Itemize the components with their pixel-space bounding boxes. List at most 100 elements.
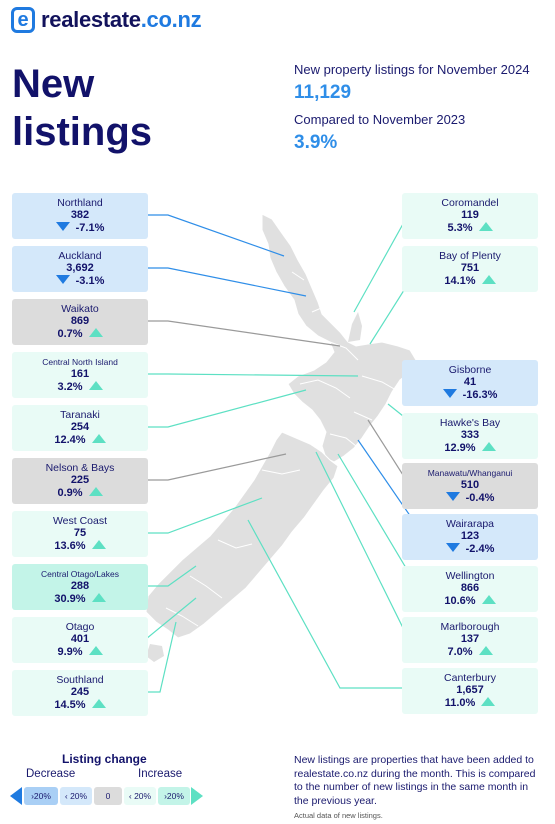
footer-description: New listings are properties that have be… — [294, 754, 536, 807]
region-card-central-otago-lakes: Central Otago/Lakes 288 30.9% — [12, 564, 148, 610]
legend-bin-increase: ‹ 20% — [124, 787, 156, 805]
region-card-central-north-island: Central North Island 161 3.2% — [12, 352, 148, 398]
region-listings: 41 — [463, 376, 477, 388]
region-change: 14.5% — [12, 699, 148, 712]
region-card-bay-of-plenty: Bay of Plenty 751 14.1% — [402, 246, 538, 292]
region-change: 3.2% — [12, 381, 148, 394]
decrease-icon — [55, 222, 70, 231]
stewart-island-shape — [146, 644, 164, 662]
region-listings: 751 — [460, 262, 480, 274]
region-listings: 333 — [460, 429, 480, 441]
region-card-marlborough: Marlborough 137 7.0% — [402, 617, 538, 663]
region-name: Wellington — [445, 570, 495, 582]
increase-icon — [88, 487, 103, 496]
region-card-southland: Southland 245 14.5% — [12, 670, 148, 716]
region-card-manawatu-whanganui: Manawatu/Whanganui 510 -0.4% — [402, 463, 538, 509]
region-listings: 123 — [460, 530, 480, 542]
compare-value: 3.9% — [294, 132, 338, 153]
increase-icon — [88, 646, 103, 655]
increase-icon — [91, 540, 106, 549]
legend-bin-big-decrease: ›20% — [24, 787, 58, 805]
region-listings: 119 — [461, 209, 479, 221]
south-island-shape — [145, 431, 339, 639]
region-listings: 866 — [460, 582, 480, 594]
decrease-icon — [445, 543, 460, 552]
region-change: 0.7% — [12, 328, 148, 341]
region-card-nelson-bays: Nelson & Bays 225 0.9% — [12, 458, 148, 504]
region-name: Waikato — [61, 303, 99, 315]
region-name: Auckland — [58, 250, 102, 262]
legend-decrease-label: Decrease — [26, 768, 76, 780]
region-change: 5.3% — [402, 222, 538, 235]
region-name: Gisborne — [448, 364, 492, 376]
region-card-gisborne: Gisborne 41 -16.3% — [402, 360, 538, 406]
increase-icon — [481, 595, 496, 604]
legend-bin-neutral: 0 — [94, 787, 122, 805]
region-name: Central North Island — [42, 357, 118, 367]
region-listings: 245 — [70, 686, 90, 698]
region-listings: 254 — [70, 421, 90, 433]
region-change: 11.0% — [402, 697, 538, 710]
region-card-wairarapa: Wairarapa 123 -2.4% — [402, 514, 538, 560]
region-name: Canterbury — [444, 672, 496, 684]
logo-wordmark: realestate.co.nz — [41, 7, 202, 33]
decrease-icon — [445, 492, 460, 501]
region-listings: 137 — [460, 633, 480, 645]
legend-bin-decrease: ‹ 20% — [60, 787, 92, 805]
region-name: Wairarapa — [445, 518, 495, 530]
region-listings: 510 — [460, 479, 480, 491]
increase-icon — [478, 222, 493, 231]
region-change: 12.4% — [12, 434, 148, 447]
legend-title: Listing change — [62, 752, 147, 766]
legend-increase-arrow-icon — [191, 787, 203, 805]
logo-mark-icon: e — [11, 7, 35, 33]
region-card-coromandel: Coromandel 119 5.3% — [402, 193, 538, 239]
region-card-taranaki: Taranaki 254 12.4% — [12, 405, 148, 451]
region-name: Marlborough — [440, 621, 500, 633]
region-name: Otago — [65, 621, 95, 633]
region-change: -16.3% — [402, 389, 538, 402]
increase-icon — [88, 328, 103, 337]
region-listings: 161 — [70, 368, 90, 380]
region-change: 10.6% — [402, 595, 538, 608]
region-listings: 3,692 — [66, 262, 94, 274]
region-change: 12.9% — [402, 442, 538, 455]
listings-label: New property listings for November 2024 — [294, 62, 530, 77]
region-name: Bay of Plenty — [439, 250, 501, 262]
coromandel-shape — [348, 312, 362, 342]
logo-name: realestate — [41, 7, 141, 32]
north-island-shape — [261, 213, 417, 463]
region-listings: 225 — [70, 474, 90, 486]
listings-value: 11,129 — [294, 82, 352, 103]
region-listings: 869 — [70, 315, 90, 327]
legend-bin-big-increase: ›20% — [158, 787, 190, 805]
region-name: Nelson & Bays — [45, 462, 115, 474]
increase-icon — [88, 381, 103, 390]
region-change: 7.0% — [402, 646, 538, 659]
region-listings: 382 — [70, 209, 90, 221]
increase-icon — [91, 593, 106, 602]
region-name: Coromandel — [441, 197, 499, 209]
decrease-icon — [55, 275, 70, 284]
region-name: Manawatu/Whanganui — [427, 468, 513, 478]
logo-tld: .co.nz — [140, 7, 202, 32]
increase-icon — [481, 275, 496, 284]
title-line-1: New — [12, 62, 95, 106]
region-name: Hawke's Bay — [439, 417, 501, 429]
region-card-hawkes-bay: Hawke's Bay 333 12.9% — [402, 413, 538, 459]
region-card-auckland: Auckland 3,692 -3.1% — [12, 246, 148, 292]
region-card-otago: Otago 401 9.9% — [12, 617, 148, 663]
region-change: 0.9% — [12, 487, 148, 500]
increase-icon — [91, 434, 106, 443]
increase-icon — [481, 697, 496, 706]
page-title: New listings — [12, 60, 152, 156]
region-name: Southland — [56, 674, 104, 686]
increase-icon — [481, 442, 496, 451]
legend-decrease-arrow-icon — [10, 787, 22, 805]
region-card-waikato: Waikato 869 0.7% — [12, 299, 148, 345]
region-change: 13.6% — [12, 540, 148, 553]
region-name: West Coast — [52, 515, 108, 527]
region-name: Taranaki — [60, 409, 100, 421]
region-name: Northland — [57, 197, 103, 209]
region-card-wellington: Wellington 866 10.6% — [402, 566, 538, 612]
